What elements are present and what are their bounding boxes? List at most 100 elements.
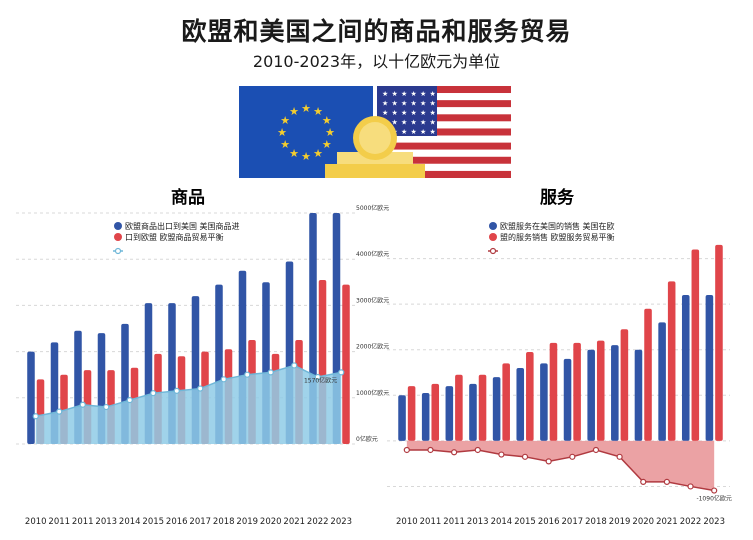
balance-annotation: -1090亿欧元 (696, 495, 731, 503)
us-star-icon: ★ (392, 90, 398, 98)
x-tick-label: 2021 (283, 517, 305, 527)
x-tick-label: 2014 (119, 517, 141, 527)
bar-us (573, 342, 581, 441)
us-star-icon: ★ (430, 90, 436, 98)
chart-subtitle: 2010-2023年，以十亿欧元为单位 (252, 52, 501, 71)
legend-swatch (489, 222, 497, 230)
x-tick-label: 2022 (307, 517, 329, 527)
us-stripe (377, 93, 511, 101)
balance-point (592, 446, 600, 454)
balance-point (126, 397, 133, 404)
bar-eu (421, 393, 430, 441)
x-tick-label: 2018 (213, 517, 235, 527)
balance-point (616, 453, 623, 460)
balance-point (197, 385, 204, 392)
eu-star-icon: ★ (325, 126, 335, 139)
x-tick-label: 2019 (609, 517, 631, 527)
bar-eu (681, 295, 690, 441)
balance-area (35, 365, 342, 444)
bar-eu (658, 322, 666, 441)
balance-point (427, 446, 434, 454)
bar-us (667, 281, 676, 441)
y-tick-label: 2000亿欧元 (356, 343, 389, 351)
balance-annotation: 1570亿欧元 (304, 376, 337, 384)
bar-us (455, 374, 463, 441)
us-star-icon: ★ (401, 109, 407, 117)
x-tick-label: 2013 (95, 517, 117, 527)
us-star-icon: ★ (420, 90, 426, 98)
eu-star-icon: ★ (280, 138, 290, 151)
eu-flag-stars: ★ ★★★★★★★★★★★ (277, 102, 335, 163)
us-star-icon: ★ (401, 90, 407, 98)
eu-star-icon: ★ (301, 150, 311, 163)
bar-us (596, 340, 605, 441)
bar-eu (540, 363, 548, 441)
y-tick-label: 5000亿欧元 (356, 204, 389, 212)
bar-eu (611, 345, 619, 441)
us-stripe (377, 170, 511, 178)
bar-eu (445, 386, 454, 441)
x-tick-label: 2016 (538, 517, 560, 527)
us-star-icon: ★ (411, 90, 417, 98)
balance-point (663, 478, 670, 485)
us-stripe (377, 163, 511, 171)
x-tick-label: 2011 (48, 517, 70, 527)
bar-us (526, 352, 534, 441)
x-tick-label: 2011 (420, 517, 442, 527)
legend-label: 欧盟商品出口到美国 美国商品进 (125, 221, 240, 231)
balance-point (56, 408, 63, 415)
us-star-icon: ★ (430, 128, 436, 136)
bar-us (502, 363, 510, 441)
balance-point (569, 453, 576, 460)
legend-label: 口到欧盟 欧盟商品贸易平衡 (125, 232, 224, 242)
eu-us-flags-illustration: ★ ★★★★★★★★★★★ ★ ★ ★ ★ ★ ★★ ★ ★ ★ ★ ★★ ★ ★ ★ ★ ★★ ★ ★ ★ ★★ ★ ★ ★… (239, 86, 511, 178)
bar-eu (563, 358, 572, 441)
balance-point (244, 371, 251, 378)
us-stripe (377, 135, 511, 143)
eu-star-icon: ★ (289, 105, 299, 118)
us-star-icon: ★ (411, 119, 417, 127)
x-tick-label: 2015 (514, 517, 536, 527)
us-star-icon: ★ (430, 119, 436, 127)
legend-swatch (114, 222, 122, 230)
balance-point (220, 376, 227, 383)
us-stripe (377, 107, 511, 115)
us-star-icon: ★ (392, 109, 398, 117)
x-tick-label: 2011 (72, 517, 94, 527)
bar-eu (398, 395, 406, 441)
legend-swatch (489, 233, 497, 241)
us-stripe (377, 100, 511, 108)
x-tick-label: 2011 (443, 517, 465, 527)
bar-us (644, 308, 652, 441)
balance-point (103, 403, 110, 411)
balance-point (474, 446, 481, 454)
x-tick-label: 2016 (166, 517, 188, 527)
x-tick-label: 2022 (680, 517, 702, 527)
us-star-icon: ★ (382, 90, 388, 98)
x-tick-label: 2014 (491, 517, 513, 527)
balance-point (150, 390, 157, 397)
x-tick-label: 2023 (330, 517, 352, 527)
legend-label: 欧盟服务在美国的销售 美国在欧 (500, 221, 615, 231)
y-tick-label: 1000亿欧元 (356, 389, 389, 397)
x-tick-label: 2010 (25, 517, 47, 527)
goods-panel-title: 商品 (171, 187, 205, 208)
us-stripe (377, 128, 511, 136)
us-star-icon: ★ (392, 119, 398, 127)
x-tick-label: 2017 (562, 517, 584, 527)
us-star-icon: ★ (420, 100, 426, 108)
bar-eu (634, 349, 643, 441)
balance-point (451, 449, 458, 456)
legend-balance-marker (114, 247, 122, 255)
us-stripe (377, 121, 511, 129)
bar-us (549, 342, 558, 441)
x-tick-label: 2020 (260, 517, 282, 527)
x-tick-label: 2010 (396, 517, 418, 527)
balance-point (32, 413, 39, 420)
bar-eu (516, 367, 525, 441)
bar-eu (469, 383, 477, 441)
balance-point (403, 446, 410, 454)
bar-us (478, 374, 487, 441)
bar-us (620, 329, 629, 441)
y-tick-label: 3000亿欧元 (356, 296, 389, 304)
